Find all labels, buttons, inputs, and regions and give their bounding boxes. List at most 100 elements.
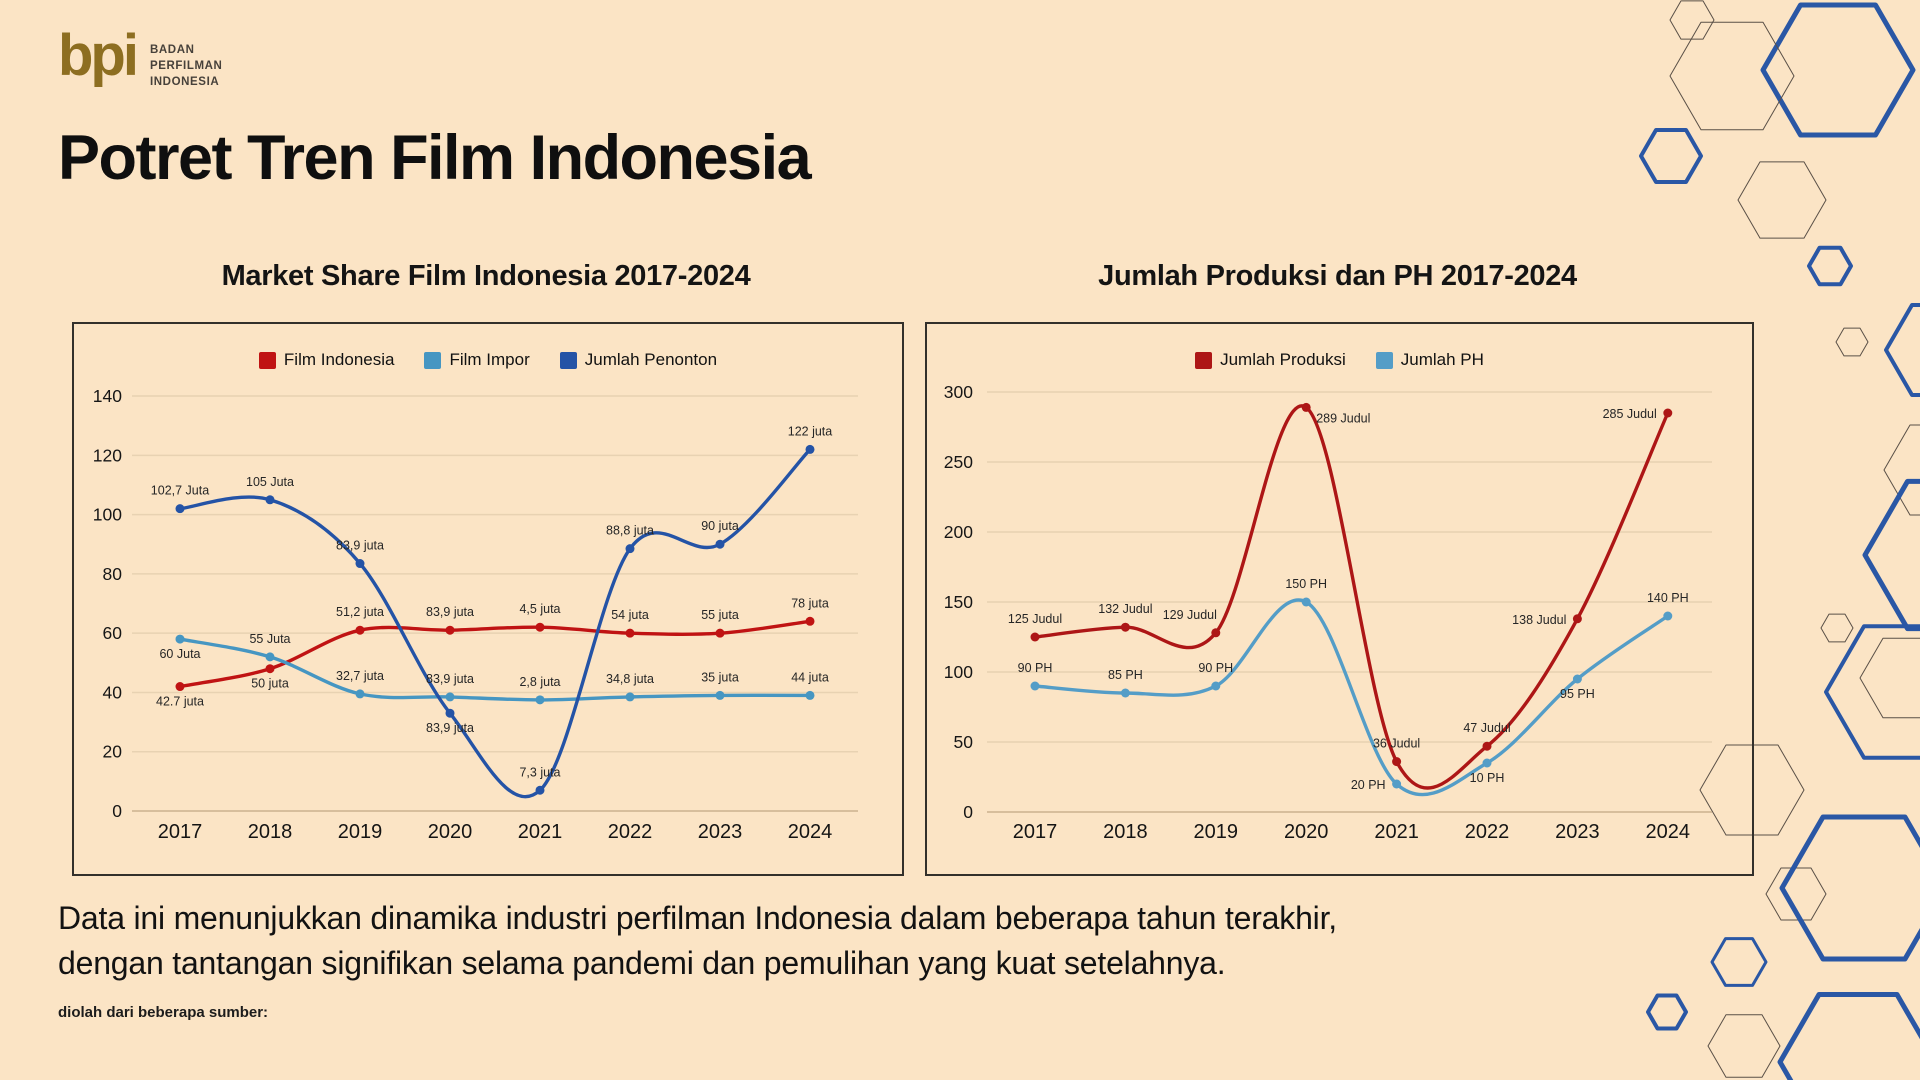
data-label: 10 PH (1470, 771, 1505, 785)
data-label: 44 juta (791, 670, 829, 684)
summary-line-1: Data ini menunjukkan dinamika industri p… (58, 900, 1337, 936)
x-tick-label: 2019 (338, 821, 383, 843)
y-tick-label: 300 (944, 382, 973, 402)
x-tick-label: 2017 (158, 821, 203, 843)
data-point (175, 682, 185, 692)
data-label: 90 juta (701, 519, 739, 533)
data-point (715, 539, 725, 549)
y-tick-label: 0 (963, 802, 973, 822)
data-point (355, 625, 365, 635)
hexagon-shape (1765, 867, 1827, 921)
x-tick-label: 2020 (1284, 821, 1329, 843)
chart-box-produksi-ph: Jumlah Produksi Jumlah PH 0 50 100 150 200 250… (925, 322, 1754, 876)
x-tick-label: 2019 (1194, 821, 1239, 843)
data-point (805, 444, 815, 454)
legend-swatch (1195, 351, 1213, 369)
data-label: 105 Juta (246, 475, 294, 489)
series-line-film-impor (178, 637, 812, 702)
data-label: 83,9 juta (426, 721, 474, 735)
legend-swatch (424, 351, 442, 369)
hexagon-shape (1707, 1014, 1781, 1078)
x-tick-label: 2018 (248, 821, 293, 843)
legend-item: Jumlah Produksi (1195, 350, 1346, 370)
y-tick-label: 120 (93, 445, 122, 465)
data-point (1572, 674, 1582, 684)
chart-title-market-share: Market Share Film Indonesia 2017-2024 (221, 260, 751, 292)
data-point (265, 495, 275, 505)
x-tick-label: 2021 (1374, 821, 1419, 843)
data-label: 289 Judul (1316, 411, 1370, 425)
hexagon-shape (1824, 624, 1920, 760)
data-label: 78 juta (791, 596, 829, 610)
legend-label: Jumlah PH (1400, 350, 1484, 369)
data-label: 83,9 juta (426, 605, 474, 619)
x-tick-label: 2024 (1646, 821, 1691, 843)
data-point (445, 708, 455, 718)
hexagon-shape (1639, 128, 1703, 184)
hexagon-shape (1777, 992, 1920, 1080)
series-line-film-indonesia (178, 619, 812, 689)
data-label: 60 Juta (159, 647, 200, 661)
legend-swatch (1375, 351, 1393, 369)
hexagon-shape (1884, 303, 1920, 397)
data-point (535, 785, 545, 795)
x-tick-label: 2017 (1013, 821, 1058, 843)
data-label: 47 Judul (1463, 721, 1510, 735)
y-tick-label: 200 (944, 522, 973, 542)
legend-item: Jumlah PH (1375, 350, 1484, 370)
y-tick-label: 80 (103, 564, 123, 584)
data-point (535, 695, 545, 705)
data-point (445, 692, 455, 702)
data-label: 32,7 juta (336, 669, 384, 683)
hexagon-shape (1820, 613, 1854, 643)
hexagon-shape (1737, 161, 1827, 239)
summary-text: Data ini menunjukkan dinamika industri p… (58, 896, 1337, 987)
y-tick-label: 50 (954, 732, 974, 752)
data-point (175, 634, 185, 644)
data-label: 55 juta (701, 608, 739, 622)
x-tick-label: 2022 (1465, 821, 1510, 843)
data-label: 51,2 juta (336, 605, 384, 619)
bpi-logo: bpi BADAN PERFILMAN INDONESIA (58, 26, 223, 90)
y-tick-label: 100 (944, 662, 973, 682)
y-tick-label: 100 (93, 505, 122, 525)
y-tick-label: 250 (944, 452, 973, 472)
hexagon-shape (1807, 245, 1853, 287)
data-point (625, 692, 635, 702)
x-tick-label: 2022 (608, 821, 653, 843)
data-label: 102,7 Juta (151, 484, 209, 498)
legend-swatch (559, 351, 577, 369)
data-point (265, 652, 275, 662)
data-label: 83,9 juta (336, 539, 384, 553)
data-point (535, 622, 545, 632)
chart-title-produksi-ph: Jumlah Produksi dan PH 2017-2024 (1098, 260, 1577, 292)
data-label: 138 Judul (1512, 613, 1566, 627)
data-label: 88,8 juta (606, 524, 654, 538)
data-point (1392, 779, 1402, 789)
data-label: 85 PH (1108, 668, 1143, 682)
hexagon-shape (1859, 637, 1920, 719)
data-point (1120, 622, 1130, 632)
hexagon-shape (1669, 0, 1715, 40)
data-label: 285 Judul (1603, 407, 1657, 421)
y-tick-label: 140 (93, 386, 122, 406)
y-tick-label: 20 (103, 742, 123, 762)
data-label: 125 Judul (1008, 612, 1062, 626)
page-title: Potret Tren Film Indonesia (58, 123, 812, 193)
y-tick-label: 40 (103, 682, 123, 702)
data-point (265, 664, 275, 674)
data-label: 132 Judul (1098, 602, 1152, 616)
data-point (715, 628, 725, 638)
data-point (1482, 741, 1492, 751)
data-point (1482, 758, 1492, 768)
data-label: 35 juta (701, 670, 739, 684)
legend-item: Film Indonesia (258, 350, 394, 370)
hexagon-shape (1862, 478, 1920, 632)
data-label: 34,8 juta (606, 672, 654, 686)
logo-line-2: PERFILMAN (149, 60, 223, 73)
data-label: 140 PH (1647, 591, 1689, 605)
legend-swatch (258, 351, 276, 369)
series-line-jumlah-penonton (178, 447, 812, 799)
data-point (1572, 614, 1582, 624)
